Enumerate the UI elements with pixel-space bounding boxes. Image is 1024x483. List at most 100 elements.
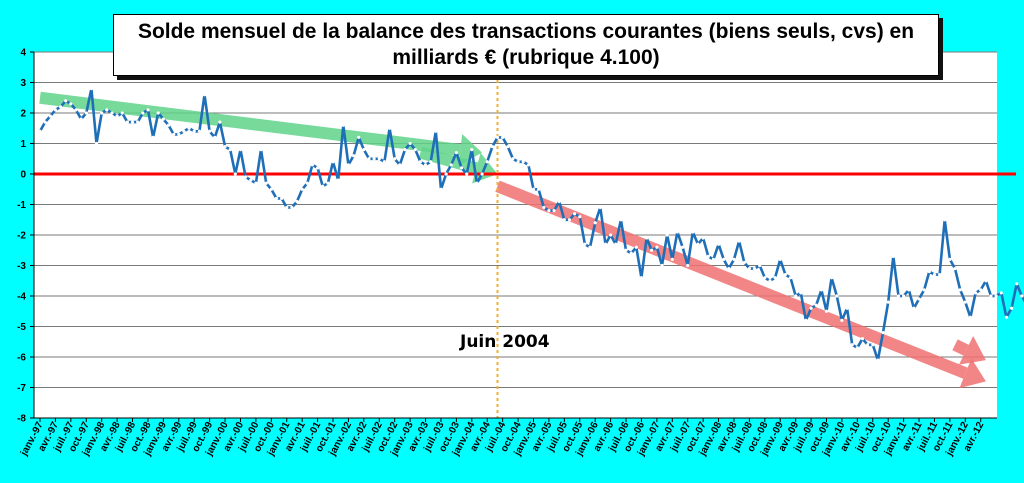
trend-arrow-head	[959, 358, 986, 389]
data-point	[485, 160, 489, 164]
data-point	[300, 187, 304, 191]
data-point	[125, 120, 130, 124]
y-tick-label: -3	[17, 261, 26, 272]
data-point	[254, 181, 258, 185]
data-point	[953, 266, 957, 271]
data-point	[372, 157, 376, 161]
trend-arrow-shaft	[952, 339, 969, 356]
data-point	[814, 303, 818, 307]
data-point	[809, 306, 813, 310]
data-point	[192, 129, 196, 133]
data-point	[310, 163, 315, 167]
y-tick-label: -5	[17, 322, 26, 333]
data-point	[439, 187, 443, 191]
data-point	[475, 181, 479, 185]
data-point	[737, 239, 741, 243]
data-point	[115, 114, 119, 118]
data-point	[182, 129, 186, 133]
data-point	[742, 260, 746, 265]
marker-annotation: Juin 2004	[459, 332, 550, 352]
data-point	[480, 172, 484, 176]
data-point	[141, 111, 145, 115]
data-point	[536, 187, 541, 191]
data-point	[516, 160, 520, 164]
data-point	[434, 129, 438, 133]
data-point	[963, 300, 967, 304]
data-point	[860, 337, 865, 341]
data-point	[161, 117, 166, 121]
data-point	[187, 126, 191, 130]
data-point	[845, 306, 849, 310]
data-point	[418, 160, 423, 164]
data-point	[238, 147, 243, 152]
data-point	[346, 163, 351, 167]
data-point	[506, 144, 510, 149]
data-point	[279, 196, 284, 201]
data-point	[979, 288, 983, 292]
y-tick-label: -4	[17, 292, 26, 303]
data-point	[994, 294, 998, 298]
data-point	[629, 251, 633, 255]
data-point	[382, 160, 387, 164]
data-point	[315, 166, 320, 170]
data-point	[871, 343, 875, 347]
data-point	[932, 272, 937, 277]
data-point	[110, 111, 114, 115]
data-point	[706, 254, 710, 259]
data-point	[855, 346, 859, 350]
data-point	[624, 248, 628, 252]
data-point	[768, 279, 772, 283]
data-point	[172, 132, 176, 137]
data-point	[1009, 306, 1014, 310]
data-point	[562, 218, 566, 222]
data-point	[357, 135, 361, 140]
data-point	[177, 132, 181, 137]
data-point	[156, 111, 160, 115]
data-point	[732, 257, 736, 262]
data-point	[794, 294, 798, 298]
data-point	[100, 111, 104, 115]
data-point	[675, 230, 680, 234]
x-axis: janv.-97avr.-97juil.-97oct.-97janv.-98av…	[18, 417, 997, 459]
data-point	[660, 263, 664, 268]
data-point	[38, 129, 42, 133]
trend-arrow-shaft	[418, 146, 478, 174]
data-point	[495, 135, 500, 140]
data-point	[74, 108, 78, 112]
y-tick-label: 0	[20, 170, 26, 181]
data-point	[69, 102, 73, 106]
data-point	[398, 163, 402, 167]
data-point	[387, 126, 392, 130]
data-point	[197, 129, 202, 133]
data-point	[321, 184, 325, 188]
data-point	[603, 242, 608, 246]
data-point	[331, 160, 335, 164]
data-point	[686, 263, 690, 268]
data-point	[146, 108, 150, 112]
data-point	[84, 111, 88, 115]
data-point	[783, 272, 788, 277]
data-point	[876, 358, 880, 362]
data-point	[531, 187, 536, 191]
trend-arrow-shaft	[495, 180, 968, 379]
data-point	[465, 172, 469, 176]
trend-arrow-shaft	[39, 91, 461, 156]
data-point	[937, 272, 942, 277]
data-point	[644, 236, 649, 240]
data-point	[429, 160, 433, 164]
data-point	[650, 248, 654, 252]
data-point	[526, 163, 531, 167]
data-point	[907, 288, 911, 292]
data-point	[773, 276, 777, 280]
data-point	[444, 172, 448, 176]
data-point	[341, 123, 345, 127]
data-point	[943, 218, 947, 222]
data-point	[598, 205, 602, 210]
data-point	[403, 147, 407, 152]
data-point	[454, 150, 459, 155]
data-point	[408, 141, 412, 146]
data-point	[614, 242, 618, 246]
data-point	[763, 276, 767, 280]
data-point	[655, 245, 659, 249]
